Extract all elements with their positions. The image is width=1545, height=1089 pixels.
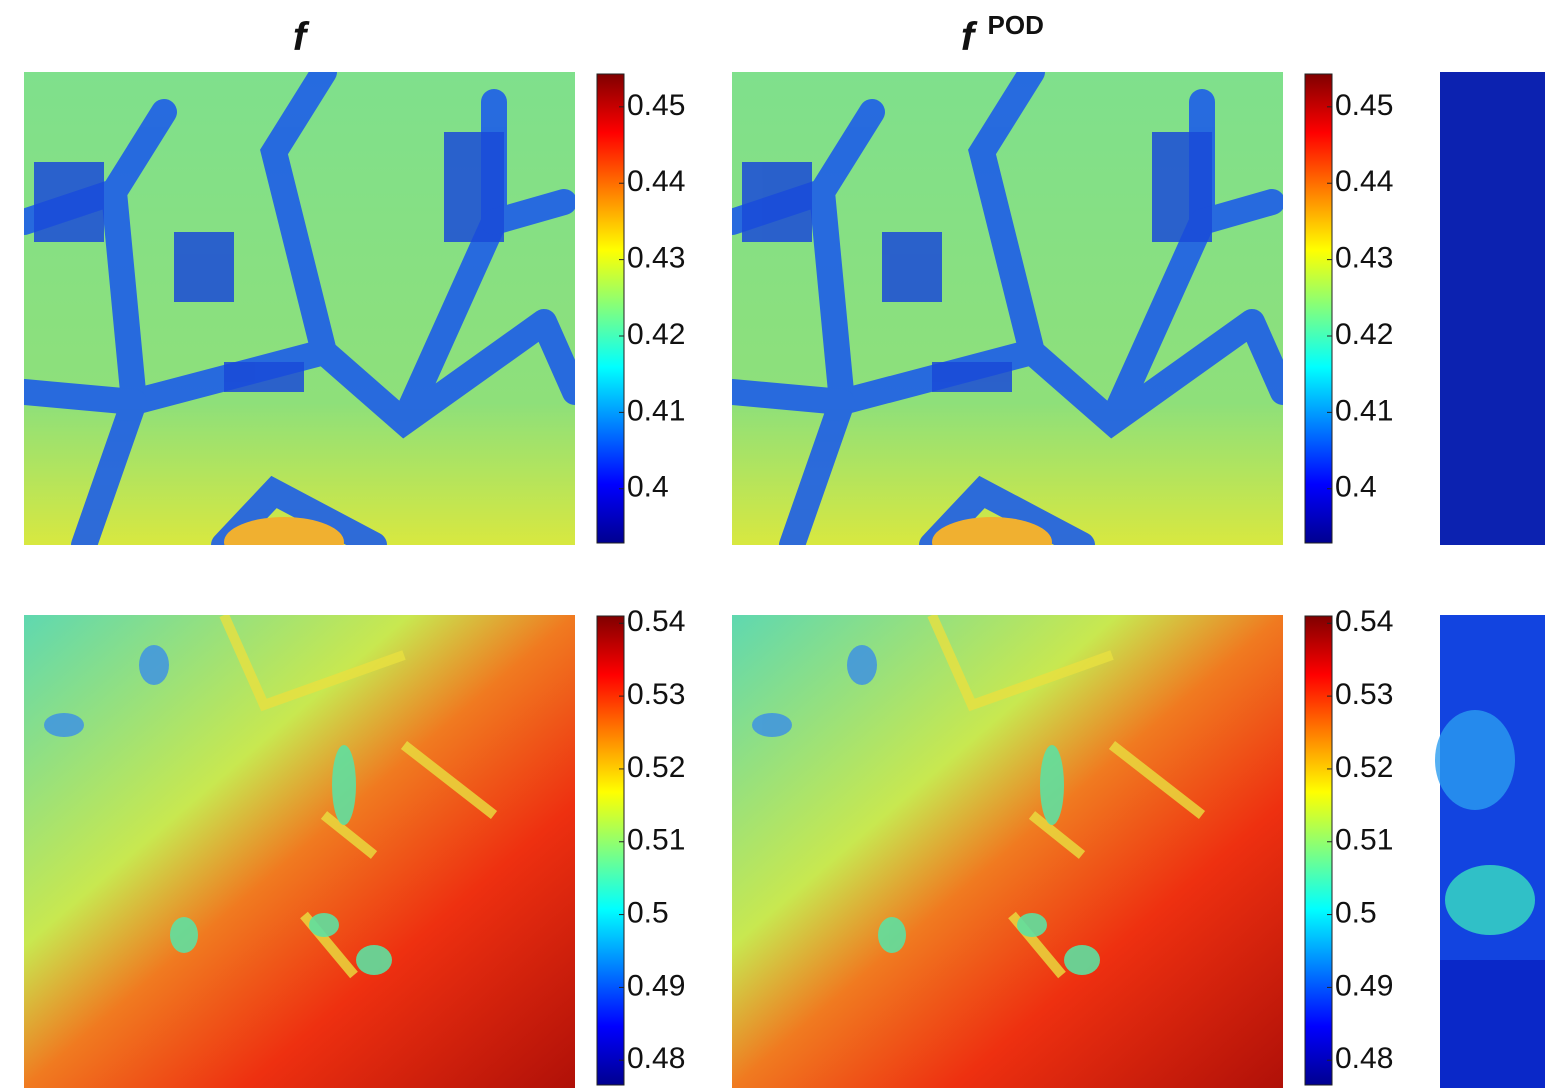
heatmap — [732, 72, 1283, 567]
colorbar-tick-label: 0.52 — [627, 751, 685, 784]
colorbar — [1304, 73, 1333, 544]
colorbar-tick-label: 0.54 — [627, 605, 685, 638]
heatmap — [24, 615, 575, 1088]
colorbar-tick-label: 0.43 — [627, 242, 685, 275]
panel-title: f — [961, 15, 978, 59]
colorbar-tick-label: 0.53 — [627, 678, 685, 711]
colorbar-tick-label: 0.45 — [1335, 89, 1393, 122]
colorbar — [596, 615, 625, 1086]
colorbar-tick-label: 0.4 — [627, 471, 669, 504]
panel-title-superscript: POD — [988, 10, 1044, 40]
colorbar — [1304, 615, 1333, 1086]
colorbar-tick-label: 0.41 — [1335, 394, 1393, 427]
colorbar-tick-label: 0.53 — [1335, 678, 1393, 711]
colorbar-tick-label: 0.4 — [1335, 471, 1377, 504]
colorbar-tick-label: 0.51 — [1335, 824, 1393, 857]
colorbar-tick-label: 0.54 — [1335, 605, 1393, 638]
colorbar-tick-label: 0.43 — [1335, 242, 1393, 275]
colorbar-tick-label: 0.51 — [627, 824, 685, 857]
colorbar — [596, 73, 625, 544]
colorbar-tick-label: 0.49 — [627, 969, 685, 1002]
colorbar-tick-label: 0.42 — [1335, 318, 1393, 351]
heatmap — [732, 615, 1283, 1088]
colorbar-tick-label: 0.48 — [627, 1042, 685, 1075]
colorbar-tick-label: 0.45 — [627, 89, 685, 122]
heatmap-partial — [1440, 72, 1545, 545]
colorbar-tick-label: 0.5 — [1335, 897, 1377, 930]
colorbar-tick-label: 0.5 — [627, 897, 669, 930]
colorbar-tick-label: 0.41 — [627, 394, 685, 427]
panel-title: f — [293, 15, 310, 59]
colorbar-tick-label: 0.52 — [1335, 751, 1393, 784]
colorbar-tick-label: 0.48 — [1335, 1042, 1393, 1075]
colorbar-tick-label: 0.49 — [1335, 969, 1393, 1002]
heatmap — [24, 72, 575, 567]
colorbar-tick-label: 0.44 — [627, 165, 685, 198]
colorbar-tick-label: 0.44 — [1335, 165, 1393, 198]
heatmap-partial — [1435, 615, 1545, 1088]
colorbar-tick-label: 0.42 — [627, 318, 685, 351]
